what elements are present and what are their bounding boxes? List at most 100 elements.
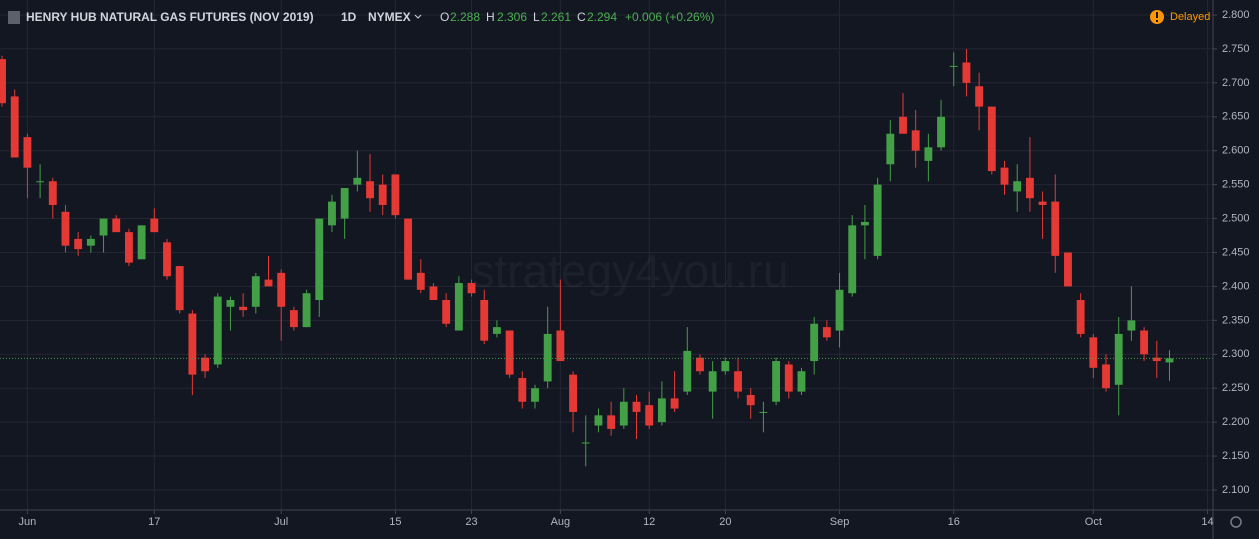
candle-body	[632, 401, 641, 412]
low-value: 2.261	[541, 10, 571, 24]
y-tick-label: 2.800	[1222, 9, 1250, 21]
candle-body	[797, 371, 806, 392]
candle-body	[480, 299, 489, 341]
settings-icon[interactable]	[1230, 516, 1242, 528]
candle-body	[670, 398, 679, 409]
candle-body	[175, 266, 184, 311]
candle-body	[366, 181, 374, 199]
y-tick-label: 2.200	[1222, 416, 1250, 428]
candle-body	[1140, 330, 1149, 355]
candle-body	[315, 218, 324, 300]
candle-body	[962, 62, 971, 83]
candle-body	[150, 218, 159, 233]
interval[interactable]: 1D	[341, 10, 357, 24]
candle-body	[721, 361, 730, 372]
candle-body	[1076, 299, 1085, 334]
candle-body	[328, 201, 336, 226]
delayed-icon-dot	[1156, 20, 1158, 22]
candle-body	[213, 296, 222, 365]
candle-body	[975, 86, 984, 107]
x-tick-label: 12	[643, 516, 655, 528]
y-tick-label: 2.550	[1222, 179, 1250, 191]
candle-body	[1025, 177, 1034, 199]
exchange[interactable]: NYMEX	[368, 10, 411, 24]
y-tick-label: 2.700	[1222, 77, 1250, 89]
candle-body	[188, 313, 197, 375]
candle-body	[708, 371, 717, 392]
candle-body	[734, 371, 742, 392]
candle-body	[289, 310, 298, 328]
x-tick-label: Oct	[1085, 516, 1102, 528]
candle-body	[1038, 201, 1047, 205]
candle-body	[835, 289, 844, 331]
candle-body	[657, 398, 666, 423]
close-value: 2.294	[587, 10, 617, 24]
candle-body	[594, 415, 603, 426]
y-tick-label: 2.250	[1222, 382, 1250, 394]
candle-body	[99, 218, 108, 236]
candle-body	[1051, 201, 1060, 256]
x-tick-label: 17	[148, 516, 160, 528]
exchange-chevron[interactable]	[414, 14, 422, 19]
x-tick-label: 16	[948, 516, 960, 528]
candle-body	[404, 218, 413, 280]
low-label: L	[533, 10, 540, 24]
y-tick-label: 2.450	[1222, 246, 1250, 258]
candle-body	[899, 116, 907, 134]
grid	[0, 0, 1213, 510]
y-tick-label: 2.350	[1222, 314, 1250, 326]
y-tick-label: 2.750	[1222, 43, 1250, 55]
candle-body	[848, 225, 857, 294]
candle-body	[251, 276, 260, 307]
candle-body	[543, 333, 552, 382]
symbol-title: HENRY HUB NATURAL GAS FUTURES (NOV 2019)	[26, 10, 314, 24]
candle-body	[772, 361, 781, 402]
candle-body	[23, 137, 32, 168]
candle-body	[987, 106, 996, 172]
candle-body	[391, 174, 400, 216]
candle-body	[239, 306, 248, 311]
candle-body	[74, 238, 83, 250]
candle-body	[1064, 252, 1072, 287]
x-tick-label: Sep	[830, 516, 850, 528]
candle-body	[378, 184, 387, 205]
candle-body	[645, 405, 654, 426]
collapse-icon[interactable]	[8, 11, 20, 24]
candle-body	[924, 147, 933, 161]
x-tick-label: 23	[465, 516, 477, 528]
y-tick-label: 2.300	[1222, 348, 1250, 360]
candle-body	[886, 133, 895, 165]
candle-body	[873, 184, 882, 256]
candle-body	[505, 330, 514, 375]
candle-body	[264, 279, 273, 287]
x-tick-label: Aug	[551, 516, 571, 528]
candle-body	[416, 272, 425, 290]
y-tick-label: 2.150	[1222, 450, 1250, 462]
candle-body	[1127, 320, 1136, 331]
y-tick-label: 2.100	[1222, 484, 1250, 496]
candle-body	[1152, 357, 1161, 362]
delayed-status[interactable]: Delayed	[1170, 11, 1210, 23]
close-label: C	[577, 10, 586, 24]
candle-body	[518, 378, 527, 402]
x-tick-label: 20	[719, 516, 731, 528]
candle-body	[810, 323, 819, 362]
candle-body	[581, 442, 590, 444]
candle-body	[86, 238, 95, 246]
candle-body	[277, 272, 286, 307]
candle-body	[911, 130, 920, 151]
candle-body	[569, 374, 577, 412]
open-label: O	[440, 10, 449, 24]
x-tick-label: Jul	[274, 516, 288, 528]
candle-body	[1102, 364, 1110, 389]
candle-body	[36, 181, 45, 183]
y-tick-label: 2.500	[1222, 212, 1250, 224]
candle-body	[442, 299, 451, 324]
candle-body	[340, 188, 349, 219]
candle-body	[48, 181, 57, 205]
candle-body	[759, 411, 768, 413]
candle-body	[302, 293, 311, 328]
candle-body	[454, 283, 463, 331]
candle-body	[1114, 333, 1123, 385]
